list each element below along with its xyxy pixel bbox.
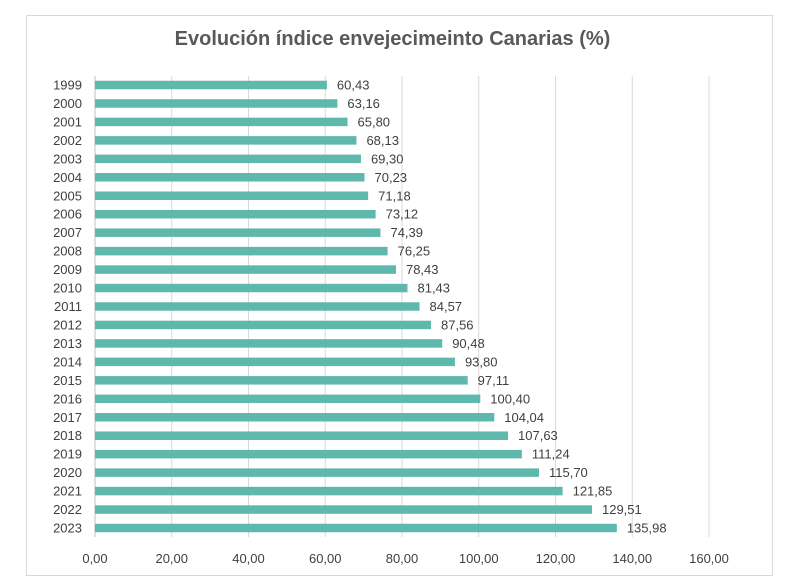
category-label: 2019 bbox=[53, 447, 82, 462]
category-label: 2001 bbox=[53, 114, 82, 129]
bar bbox=[95, 209, 376, 219]
category-label: 2013 bbox=[53, 336, 82, 351]
data-label: 104,04 bbox=[504, 410, 544, 425]
data-label: 87,56 bbox=[441, 317, 474, 332]
data-label: 76,25 bbox=[398, 244, 431, 259]
bar bbox=[95, 413, 495, 422]
category-label: 2016 bbox=[53, 391, 82, 406]
category-label: 2009 bbox=[53, 262, 82, 277]
chart-frame bbox=[26, 15, 773, 576]
data-label: 84,57 bbox=[430, 299, 463, 314]
category-label: 2002 bbox=[53, 133, 82, 148]
category-label: 2000 bbox=[53, 96, 82, 111]
data-label: 93,80 bbox=[465, 354, 498, 369]
category-label: 2007 bbox=[53, 225, 82, 240]
bar bbox=[95, 339, 443, 348]
bar bbox=[95, 117, 348, 127]
data-label: 73,12 bbox=[386, 207, 419, 222]
data-label: 90,48 bbox=[452, 336, 485, 351]
category-label: 2017 bbox=[53, 410, 82, 425]
category-label: 2003 bbox=[53, 151, 82, 166]
data-label: 65,80 bbox=[358, 114, 391, 129]
category-label: 2021 bbox=[53, 484, 82, 499]
category-label: 2006 bbox=[53, 207, 82, 222]
data-label: 115,70 bbox=[549, 465, 588, 480]
category-label: 2008 bbox=[53, 244, 82, 259]
category-label: 2020 bbox=[53, 465, 82, 480]
x-tick-label: 160,00 bbox=[689, 551, 729, 566]
bar bbox=[95, 505, 592, 514]
data-label: 100,40 bbox=[490, 391, 530, 406]
data-label: 97,11 bbox=[478, 373, 510, 388]
x-tick-label: 80,00 bbox=[386, 551, 419, 566]
x-tick-label: 140,00 bbox=[612, 551, 652, 566]
bar bbox=[95, 265, 396, 274]
bar bbox=[95, 302, 420, 311]
x-tick-label: 120,00 bbox=[536, 551, 576, 566]
bar bbox=[95, 468, 539, 477]
bar bbox=[95, 320, 432, 330]
data-label: 121,85 bbox=[573, 484, 613, 499]
data-label: 71,18 bbox=[378, 188, 411, 203]
bar bbox=[95, 173, 365, 182]
x-tick-label: 20,00 bbox=[155, 551, 188, 566]
data-label: 60,43 bbox=[337, 78, 370, 93]
x-tick-label: 0,00 bbox=[82, 551, 107, 566]
category-label: 2012 bbox=[53, 317, 82, 332]
chart-title: Evolución índice envejecimeinto Canarias… bbox=[174, 28, 611, 50]
category-label: 2004 bbox=[53, 170, 82, 185]
bar bbox=[95, 357, 455, 367]
data-label: 63,16 bbox=[347, 96, 380, 111]
bar bbox=[95, 80, 327, 90]
category-label: 2005 bbox=[53, 188, 82, 203]
data-label: 68,13 bbox=[366, 133, 399, 148]
data-label: 78,43 bbox=[406, 262, 439, 277]
data-label: 111,24 bbox=[532, 447, 570, 462]
bar bbox=[95, 228, 381, 237]
category-label: 2015 bbox=[53, 373, 82, 388]
x-tick-label: 40,00 bbox=[232, 551, 265, 566]
bar bbox=[95, 523, 617, 533]
x-tick-label: 60,00 bbox=[309, 551, 342, 566]
bar bbox=[95, 99, 338, 108]
bar bbox=[95, 449, 522, 459]
category-label: 2010 bbox=[53, 281, 82, 296]
category-label: 2011 bbox=[54, 299, 82, 314]
category-label: 2018 bbox=[53, 428, 82, 443]
category-label: 2014 bbox=[53, 354, 82, 369]
data-label: 129,51 bbox=[602, 502, 642, 517]
category-label: 1999 bbox=[53, 78, 82, 93]
x-tick-label: 100,00 bbox=[459, 551, 499, 566]
bar bbox=[95, 191, 369, 200]
data-label: 81,43 bbox=[417, 281, 450, 296]
data-label: 70,23 bbox=[375, 170, 408, 185]
data-label: 135,98 bbox=[627, 521, 667, 536]
data-label: 69,30 bbox=[371, 151, 404, 166]
bar bbox=[95, 394, 481, 404]
data-label: 74,39 bbox=[390, 225, 423, 240]
bar bbox=[95, 431, 509, 440]
bar bbox=[95, 246, 388, 256]
bar bbox=[95, 136, 357, 145]
bar bbox=[95, 376, 468, 385]
bar bbox=[95, 283, 408, 293]
bar bbox=[95, 154, 361, 164]
bar bbox=[95, 486, 563, 496]
category-label: 2023 bbox=[53, 521, 82, 536]
category-label: 2022 bbox=[53, 502, 82, 517]
data-label: 107,63 bbox=[518, 428, 558, 443]
